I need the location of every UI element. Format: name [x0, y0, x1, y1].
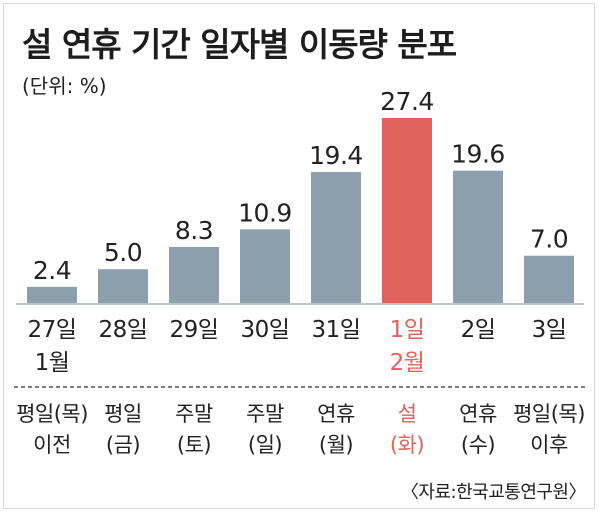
- bar-1일: [382, 118, 432, 303]
- bar-29일: [169, 246, 219, 303]
- value-label: 10.9: [238, 198, 292, 227]
- day-type-label: 연휴: [317, 402, 355, 426]
- day-type-label: 주말: [175, 402, 213, 426]
- day-type-label: (화): [390, 433, 424, 457]
- day-type-label: (월): [319, 433, 353, 457]
- day-type-label: 주말: [246, 402, 284, 426]
- day-type-label: (일): [248, 433, 282, 457]
- value-label: 5.0: [104, 238, 142, 267]
- x-tick-label: 28일: [99, 317, 148, 343]
- day-type-label: 이전: [33, 433, 71, 457]
- day-type-label: 평일(목): [16, 402, 88, 426]
- value-label: 19.4: [309, 141, 363, 170]
- unit-label: (단위: %): [22, 74, 107, 98]
- day-type-label: 평일: [104, 402, 142, 426]
- day-type-label: 설: [398, 402, 417, 426]
- value-label: 7.0: [530, 225, 568, 254]
- day-type-label: (수): [461, 433, 495, 457]
- value-label: 2.4: [33, 256, 71, 285]
- chart-frame: [3, 3, 595, 509]
- bar-31일: [311, 172, 361, 303]
- day-type-label: 연휴: [459, 402, 497, 426]
- x-tick-label: 2일: [461, 317, 496, 343]
- x-tick-label: 29일: [170, 317, 219, 343]
- x-tick-label: 1일: [390, 317, 425, 343]
- bar-3일: [524, 255, 574, 303]
- x-tick-label: 27일: [28, 317, 77, 343]
- month-label: 2월: [390, 350, 425, 376]
- value-label: 8.3: [175, 216, 213, 245]
- day-type-label: 이후: [530, 433, 568, 457]
- bar-27일: [27, 286, 77, 303]
- bar-30일: [240, 229, 290, 303]
- value-label: 27.4: [380, 87, 434, 116]
- bar-28일: [98, 269, 148, 303]
- day-type-label: (금): [106, 433, 140, 457]
- x-tick-label: 3일: [532, 317, 567, 343]
- chart-title: 설 연휴 기간 일자별 이동량 분포: [22, 25, 457, 64]
- source-credit: 〈자료:한국교통연구원〉: [400, 482, 587, 503]
- x-tick-label: 31일: [312, 317, 361, 343]
- bar-2일: [453, 170, 503, 303]
- day-type-label: (토): [177, 433, 211, 457]
- month-label: 1월: [35, 350, 70, 376]
- day-type-label: 평일(목): [513, 402, 585, 426]
- x-tick-label: 30일: [241, 317, 290, 343]
- value-label: 19.6: [451, 140, 505, 169]
